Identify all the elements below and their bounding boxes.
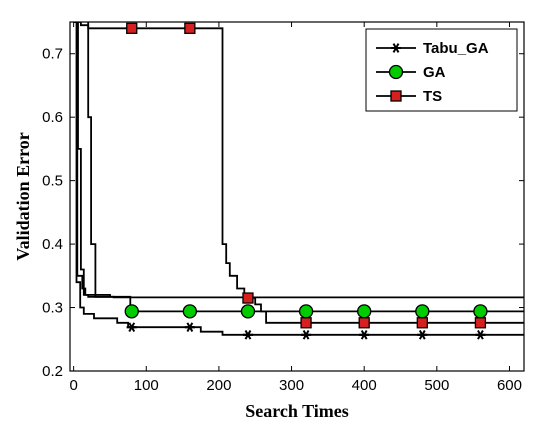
legend-label-2: TS: [423, 88, 442, 105]
series-2-marker-3: [300, 317, 312, 329]
y-axis-ticks: 0.2 0.3 0.4 0.5 0.6 0.7: [42, 46, 524, 380]
y-tick-label-5: 0.7: [42, 46, 63, 63]
series-1-marker-5: [415, 304, 430, 319]
series-2-marker-2: [242, 292, 254, 304]
legend: Tabu_GA GA TS: [365, 28, 518, 112]
series-0-marker-2: [242, 330, 253, 340]
plot-frame: [69, 21, 525, 372]
legend-marker-2: [390, 90, 402, 102]
series-1-marker-0: [124, 304, 139, 319]
series-0-marker-6: [475, 330, 486, 340]
x-tick-label-6: 600: [497, 377, 522, 394]
y-tick-label-0: 0.2: [42, 363, 63, 380]
plot-markers: [124, 22, 488, 340]
y-axis-title: Validation Error: [13, 132, 33, 261]
series-1-marker-6: [473, 304, 488, 319]
series-line-3: [76, 22, 524, 299]
series-1-marker-4: [357, 304, 372, 319]
x-axis-ticks: 0 100 200 300 400 500 600: [69, 22, 522, 394]
series-1-marker-3: [298, 304, 314, 319]
x-tick-label-1: 100: [134, 377, 159, 394]
y-tick-label-1: 0.3: [42, 300, 63, 317]
legend-marker-0: [391, 43, 401, 53]
y-tick-label-3: 0.5: [42, 173, 63, 190]
series-0-marker-3: [301, 330, 312, 340]
y-tick-label-2: 0.4: [42, 236, 63, 253]
x-tick-label-3: 300: [279, 377, 304, 394]
x-tick-label-2: 200: [206, 377, 231, 394]
series-2-marker-1: [184, 22, 196, 34]
x-tick-label-0: 0: [69, 377, 77, 394]
series-line-4: [87, 22, 111, 297]
series-0-marker-4: [359, 330, 370, 340]
series-0-marker-0: [126, 322, 137, 333]
series-line-0: [73, 22, 524, 336]
y-tick-label-4: 0.6: [42, 109, 63, 126]
x-axis-title: Search Times: [245, 401, 349, 421]
series-2-marker-4: [358, 317, 370, 329]
legend-label-1: GA: [423, 64, 446, 81]
series-0-marker-5: [417, 330, 428, 340]
series-2-marker-6: [474, 317, 487, 329]
plot-lines: [73, 22, 524, 336]
series-1-marker-2: [240, 304, 256, 319]
legend-label-0: Tabu_GA: [423, 40, 489, 57]
legend-marker-1: [388, 64, 404, 80]
series-0-marker-1: [184, 322, 195, 333]
x-tick-label-4: 400: [352, 377, 377, 394]
series-2-marker-0: [126, 22, 138, 34]
series-2-marker-5: [416, 317, 428, 329]
series-1-marker-1: [182, 304, 198, 319]
x-tick-label-5: 500: [424, 377, 449, 394]
